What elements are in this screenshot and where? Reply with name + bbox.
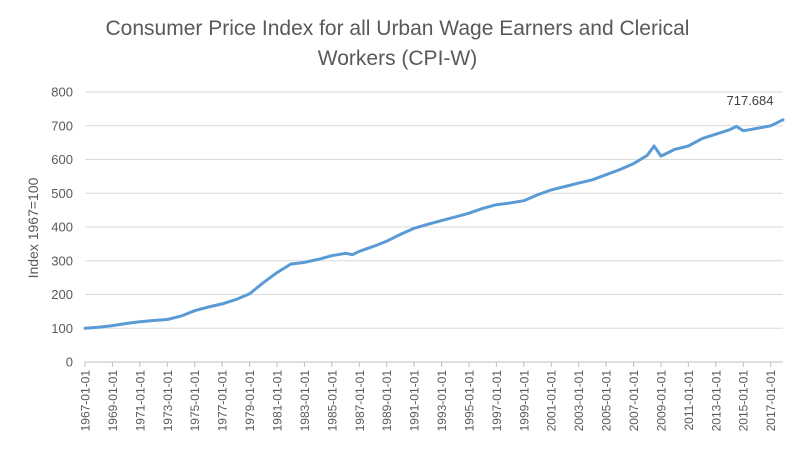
x-tick-label: 1989-01-01: [380, 370, 394, 432]
x-tick-label: 1967-01-01: [79, 370, 93, 432]
y-tick-label: 0: [66, 355, 73, 370]
x-tick-label: 1969-01-01: [106, 370, 120, 432]
x-tick-label: 1973-01-01: [161, 370, 175, 432]
y-tick-label: 200: [51, 287, 73, 302]
x-tick-label: 2009-01-01: [654, 370, 668, 432]
x-tick-label: 2011-01-01: [682, 370, 696, 431]
chart-title: Consumer Price Index for all Urban Wage …: [0, 14, 795, 74]
y-tick-label: 300: [51, 253, 73, 268]
x-tick-label: 1977-01-01: [216, 370, 230, 432]
y-tick-label: 800: [51, 85, 73, 100]
x-tick-label: 1985-01-01: [325, 370, 339, 432]
x-axis-tick-labels: 1967-01-01 1969-01-01 1971-01-01 1973-01-01…: [79, 362, 778, 432]
series-line-cpi-w: [83, 118, 785, 330]
x-tick-label: 1983-01-01: [298, 370, 312, 432]
x-tick-label: 1975-01-01: [188, 370, 202, 432]
end-data-label: 717.684: [727, 93, 774, 108]
x-tick-label: 1991-01-01: [408, 370, 422, 432]
chart-title-line-1: Consumer Price Index for all Urban Wage …: [105, 17, 690, 40]
y-tick-label: 600: [51, 152, 73, 167]
series-layer: [83, 118, 785, 330]
y-tick-label: 700: [51, 118, 73, 133]
x-tick-label: 2017-01-01: [764, 370, 778, 432]
x-tick-label: 2005-01-01: [600, 370, 614, 432]
x-tick-label: 2007-01-01: [627, 370, 641, 432]
x-tick-label: 1981-01-01: [270, 370, 284, 432]
x-tick-label: 1993-01-01: [435, 370, 449, 432]
x-tick-label: 2001-01-01: [545, 370, 559, 432]
chart-title-line-2: Workers (CPI-W): [317, 47, 478, 70]
x-tick-label: 1995-01-01: [462, 370, 476, 432]
y-axis-tick-labels: 0 100 200 300 400 500 600 700 800: [51, 85, 73, 370]
x-tick-label: 2015-01-01: [737, 370, 751, 432]
y-axis-label: Index 1967=100: [25, 177, 41, 278]
x-tick-label: 2013-01-01: [709, 370, 723, 432]
x-tick-label: 2003-01-01: [572, 370, 586, 432]
x-tick-label: 1987-01-01: [353, 370, 367, 432]
x-tick-label: 1979-01-01: [243, 370, 257, 432]
x-tick-label: 1997-01-01: [490, 370, 504, 432]
y-tick-label: 400: [51, 220, 73, 235]
x-tick-label: 1999-01-01: [517, 370, 531, 432]
y-tick-label: 100: [51, 321, 73, 336]
gridlines: [85, 91, 783, 363]
x-tick-label: 1971-01-01: [133, 370, 147, 432]
y-tick-label: 500: [51, 186, 73, 201]
